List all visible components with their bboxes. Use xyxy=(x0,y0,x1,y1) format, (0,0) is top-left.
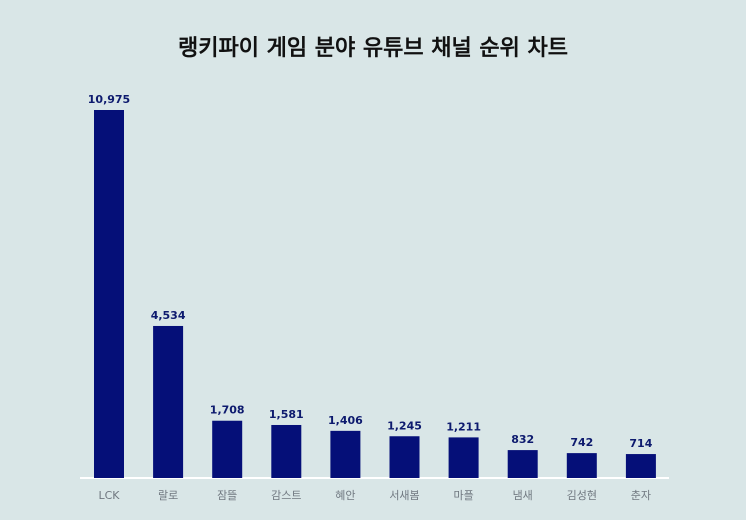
bar-value-label: 4,534 xyxy=(151,309,186,322)
category-label: 감스트 xyxy=(271,489,301,502)
bar xyxy=(271,424,302,478)
category-label: LCK xyxy=(98,489,120,502)
bar-value-label: 1,245 xyxy=(387,419,422,432)
bar xyxy=(507,450,538,478)
bar xyxy=(212,420,243,478)
bar-value-label: 10,975 xyxy=(88,93,130,106)
bar-value-label: 714 xyxy=(629,437,652,450)
bar-value-label: 1,406 xyxy=(328,414,363,427)
category-label: 마플 xyxy=(453,489,473,502)
bar xyxy=(566,453,597,478)
bar xyxy=(153,325,184,478)
category-label: 혜안 xyxy=(335,489,355,502)
bar-value-label: 832 xyxy=(511,433,534,446)
bar-value-label: 1,211 xyxy=(446,420,481,433)
bar-value-label: 1,581 xyxy=(269,408,304,421)
bar-value-label: 1,708 xyxy=(210,404,245,417)
bar xyxy=(625,454,656,478)
category-label: 서새봄 xyxy=(389,489,419,502)
bar-value-label: 742 xyxy=(570,436,593,449)
bar xyxy=(94,110,124,478)
category-label: 랄로 xyxy=(158,489,178,502)
bar xyxy=(389,436,420,478)
chart-title: 랭키파이 게임 분야 유튜브 채널 순위 차트 xyxy=(177,36,569,61)
category-label: 김성현 xyxy=(567,489,597,502)
bar xyxy=(448,437,479,478)
bar xyxy=(330,430,361,478)
category-label: 춘자 xyxy=(631,489,651,502)
category-label: 냄새 xyxy=(513,489,533,502)
category-label: 잠뜰 xyxy=(217,489,237,502)
